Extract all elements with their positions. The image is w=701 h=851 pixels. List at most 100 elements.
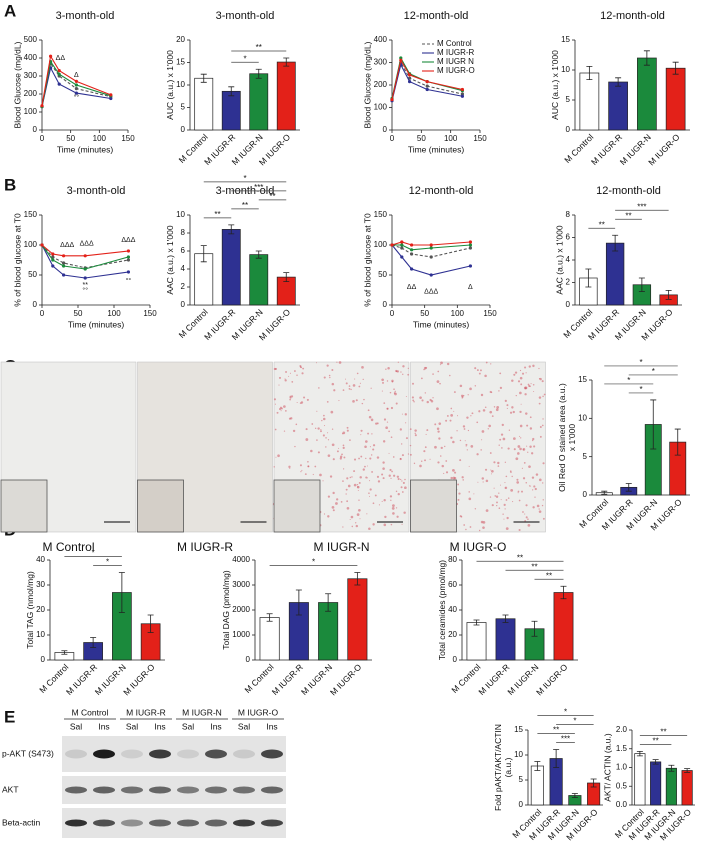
- lipid-droplet: [493, 461, 496, 464]
- lipid-droplet: [358, 499, 360, 501]
- point: [57, 72, 61, 76]
- lipid-droplet: [522, 477, 526, 480]
- x-tick-label: 150: [483, 309, 497, 318]
- lipid-droplet: [514, 371, 518, 374]
- x-tick-label: 50: [66, 134, 75, 143]
- lipid-droplet: [527, 383, 530, 386]
- x-axis-label: Time (minutes): [408, 144, 465, 154]
- lipid-droplet: [424, 459, 426, 462]
- lipid-droplet: [517, 492, 519, 494]
- y-tick-label: 0: [566, 125, 571, 134]
- blot-lane-label: Sal: [126, 721, 138, 731]
- lipid-droplet: [365, 476, 368, 479]
- legend-label: M Control: [437, 39, 472, 48]
- y-tick-label: 0.0: [616, 800, 628, 809]
- y-tick-label: 300: [374, 58, 388, 67]
- lipid-droplet: [300, 471, 302, 473]
- lipid-droplet: [516, 481, 520, 484]
- lipid-droplet: [390, 523, 393, 526]
- lipid-droplet: [394, 390, 396, 393]
- y-axis-label: Oil Red O stained area (a.u.): [557, 383, 567, 492]
- point: [468, 240, 472, 244]
- y-axis-label: Fold pAKT/AKT/ACTIN: [493, 724, 503, 811]
- lipid-droplet: [382, 440, 386, 443]
- annotation: **: [82, 282, 88, 289]
- error-bar: [590, 778, 597, 788]
- point: [400, 243, 404, 247]
- lipid-droplet: [331, 443, 335, 447]
- lipid-droplet: [339, 457, 342, 460]
- lipid-droplet: [521, 467, 523, 469]
- lipid-droplet: [387, 367, 390, 370]
- lipid-droplet: [502, 437, 506, 441]
- lipid-droplet: [535, 473, 539, 476]
- lipid-droplet: [400, 478, 402, 481]
- lipid-droplet: [449, 419, 452, 422]
- bar: [221, 90, 241, 131]
- lipid-droplet: [326, 401, 329, 403]
- lipid-droplet: [470, 415, 472, 417]
- lipid-droplet: [280, 410, 282, 412]
- lipid-droplet: [395, 507, 398, 509]
- point: [400, 255, 404, 259]
- lipid-droplet: [371, 471, 373, 473]
- lipid-droplet: [303, 396, 306, 399]
- lipid-droplet: [342, 468, 345, 470]
- x-tick-label: 100: [93, 134, 107, 143]
- lipid-droplet: [351, 525, 354, 528]
- lipid-droplet: [457, 415, 459, 417]
- lipid-droplet: [498, 390, 500, 392]
- lipid-droplet: [501, 423, 504, 427]
- lipid-droplet: [372, 444, 376, 447]
- y-tick-label: 15: [578, 375, 587, 384]
- lipid-droplet: [279, 406, 282, 409]
- lipid-droplet: [458, 492, 461, 495]
- error-bar: [502, 614, 509, 623]
- y-tick-label: 5: [519, 775, 524, 784]
- lipid-droplet: [482, 526, 485, 529]
- point: [468, 264, 472, 268]
- lipid-droplet: [386, 407, 389, 410]
- lipid-droplet: [465, 443, 468, 446]
- lipid-droplet: [542, 517, 545, 520]
- y-tick-label: 50: [28, 270, 37, 279]
- lipid-droplet: [338, 361, 342, 364]
- lipid-droplet: [404, 478, 406, 481]
- lipid-droplet: [311, 423, 314, 425]
- lipid-droplet: [382, 381, 384, 384]
- lipid-droplet: [531, 452, 534, 455]
- lipid-droplet: [352, 384, 356, 387]
- lipid-droplet: [445, 419, 448, 422]
- lipid-droplet: [376, 456, 380, 459]
- lipid-droplet: [347, 484, 351, 488]
- error-bar: [553, 749, 560, 768]
- significance-label: *: [564, 708, 567, 717]
- bar: [605, 242, 625, 306]
- blot-lane-label: Ins: [210, 721, 221, 731]
- lipid-droplet: [349, 518, 351, 521]
- blot-band: [205, 786, 227, 794]
- lipid-droplet: [323, 376, 326, 379]
- lipid-droplet: [396, 475, 400, 478]
- lipid-droplet: [399, 458, 402, 461]
- lipid-droplet: [413, 401, 415, 403]
- lipid-droplet: [382, 461, 385, 464]
- lipid-droplet: [405, 437, 408, 440]
- lipid-droplet: [539, 377, 542, 381]
- lipid-droplet: [527, 523, 531, 527]
- error-bar: [283, 57, 290, 67]
- blot-lane-label: Ins: [266, 721, 277, 731]
- lipid-droplet: [346, 426, 349, 429]
- y-tick-label: 20: [176, 35, 185, 44]
- lipid-droplet: [423, 450, 426, 453]
- lipid-droplet: [498, 444, 500, 446]
- y-tick-label: 2: [181, 282, 186, 291]
- lipid-droplet: [522, 511, 524, 513]
- lipid-droplet: [382, 467, 385, 470]
- lipid-droplet: [425, 433, 427, 435]
- y-tick-label: 10: [561, 65, 570, 74]
- lipid-droplet: [478, 372, 481, 375]
- bar: [221, 229, 241, 306]
- lipid-droplet: [369, 488, 372, 491]
